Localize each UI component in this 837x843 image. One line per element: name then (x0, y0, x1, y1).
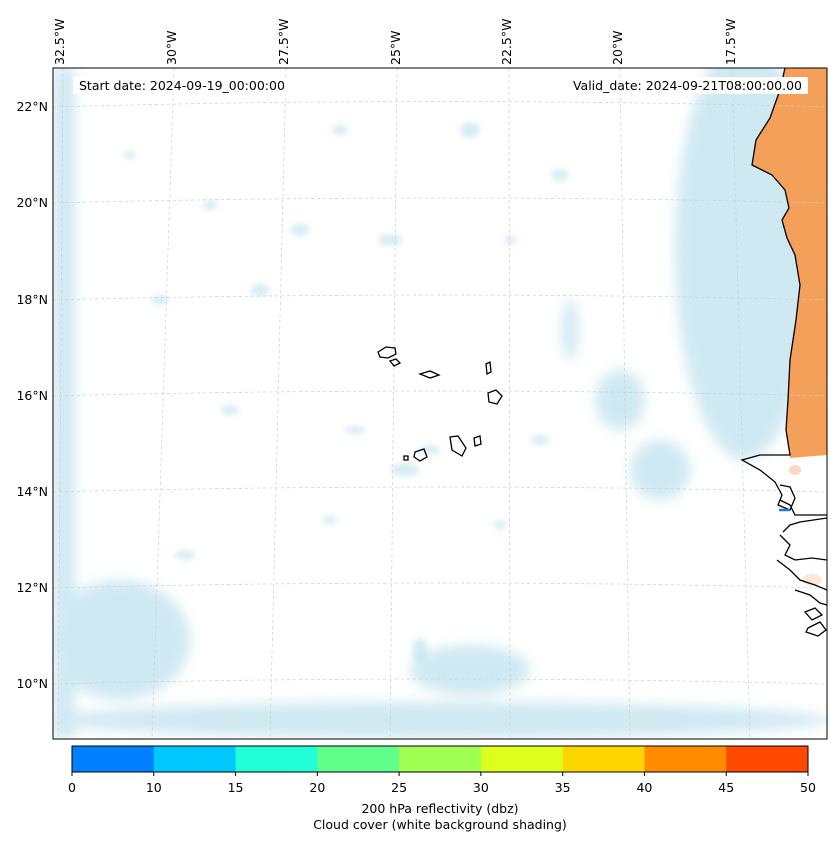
lat-tick-label: 10°N (16, 676, 48, 691)
cape-verde-sao-nicolau (418, 370, 441, 379)
cape-verde-maio (473, 435, 482, 447)
colorbar (71, 745, 809, 776)
colorbar-tick-label: 20 (309, 780, 326, 795)
colorbar-label-cloud-cover: Cloud cover (white background shading) (313, 817, 567, 832)
cape-verde-brava (403, 455, 409, 461)
lon-tick-label: 27.5°W (276, 18, 291, 65)
lat-tick-label: 20°N (16, 195, 48, 210)
lon-tick-label: 32.5°W (52, 18, 67, 65)
colorbar-tick-label: 30 (472, 780, 489, 795)
colorbar-segment (644, 746, 727, 772)
cape-verde-fogo (413, 448, 428, 462)
colorbar-segment (726, 746, 809, 772)
reflectivity-land-area (752, 68, 827, 458)
colorbar-border (71, 745, 809, 773)
colorbar-tick-label: 50 (800, 780, 816, 795)
colorbar-label-reflectivity: 200 hPa reflectivity (dbz) (361, 801, 519, 816)
lat-tick-label: 18°N (16, 292, 48, 307)
start-date-label: Start date: 2024-09-19_00:00:00 (73, 77, 291, 94)
lon-tick-label: 22.5°W (499, 18, 514, 65)
colorbar-tick-label: 35 (554, 780, 571, 795)
lat-tick-label: 16°N (16, 388, 48, 403)
valid-date-label: Valid_date: 2024-09-21T08:00:00.00 (566, 77, 808, 94)
lon-tick-label: 17.5°W (723, 18, 738, 65)
africa-coastline (740, 68, 827, 637)
cape-verde-sao-vicente (388, 358, 402, 367)
lon-tick-label: 20°W (610, 30, 625, 65)
colorbar-tick-label: 10 (145, 780, 162, 795)
colorbar-tick-label: 25 (391, 780, 408, 795)
colorbar-segment (317, 746, 400, 772)
colorbar-tick-label: 40 (636, 780, 653, 795)
coastlines (377, 68, 827, 637)
lat-tick-label: 14°N (16, 484, 48, 499)
colorbar-segment (399, 746, 482, 772)
colorbar-segment (72, 746, 155, 772)
cape-verde-boa-vista (487, 389, 503, 405)
lon-tick-label: 30°W (164, 30, 179, 65)
cape-verde-santo-antao (377, 346, 397, 359)
colorbar-tick-label: 0 (68, 780, 76, 795)
colorbar-segment (562, 746, 645, 772)
cape-verde-sal (485, 360, 492, 376)
cloud-cover-specks (124, 122, 569, 662)
colorbar-segment (480, 746, 564, 772)
cape-verde-santiago (449, 435, 467, 457)
colorbar-tick-label: 15 (227, 780, 244, 795)
lon-tick-label: 25°W (388, 30, 403, 65)
map-border (52, 67, 828, 740)
colorbar-tick-label: 45 (718, 780, 735, 795)
gridlines (53, 68, 827, 739)
lat-tick-label: 12°N (16, 580, 48, 595)
colorbar-segment (153, 746, 237, 772)
lat-tick-label: 22°N (16, 99, 48, 114)
colorbar-segment (235, 746, 318, 772)
